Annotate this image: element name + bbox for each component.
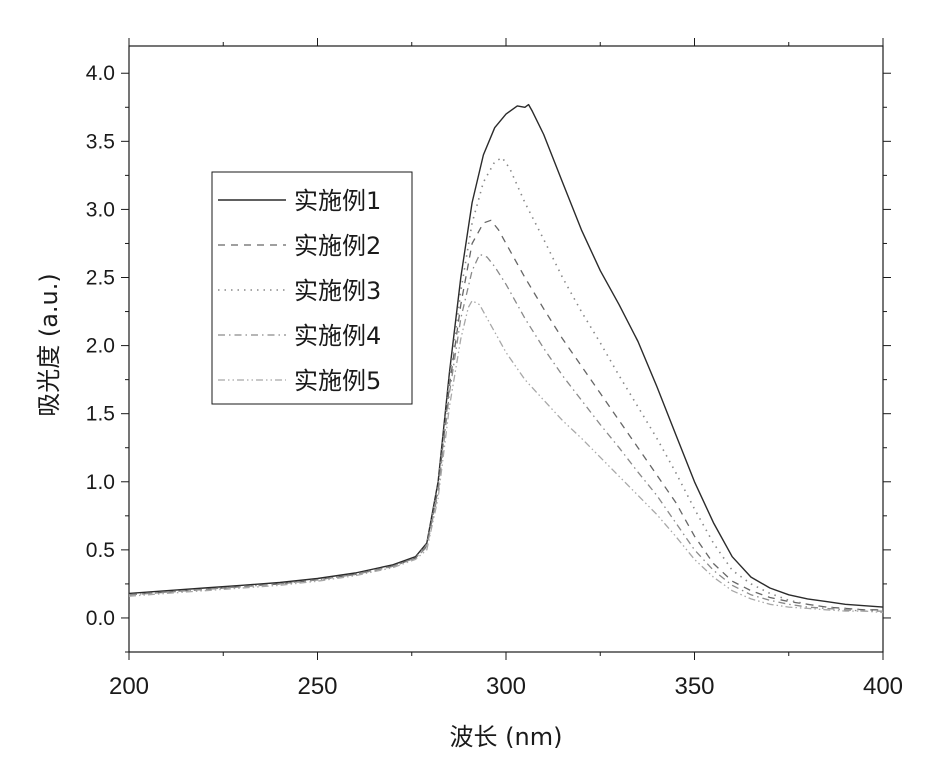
- y-tick-label: 2.5: [86, 267, 115, 290]
- y-axis-ticks: 0.0 0.5 1.0 1.5 2.0 2.5 3.0 3.5 4.0: [86, 62, 891, 653]
- series-line-4: [128, 253, 883, 612]
- x-axis-ticks: 200 250 300 350 400: [109, 38, 903, 700]
- legend-label-1: 实施例1: [294, 187, 381, 215]
- y-tick-label: 1.0: [86, 471, 115, 494]
- y-tick-label: 3.5: [86, 130, 115, 153]
- y-tick-label: 0.5: [86, 539, 115, 562]
- series-line-1: [128, 103, 884, 608]
- series-layer: [128, 103, 884, 614]
- legend-label-5: 实施例5: [294, 367, 381, 395]
- legend: 实施例1 实施例2 实施例3 实施例4 实施例5: [211, 171, 413, 405]
- legend-box: [211, 171, 413, 405]
- series-line-2: [128, 219, 883, 611]
- y-tick-label: 4.0: [86, 62, 115, 85]
- legend-label-3: 实施例3: [294, 277, 381, 305]
- x-tick-label: 200: [109, 673, 149, 700]
- x-axis-title: 波长 (nm): [450, 723, 563, 751]
- y-tick-label: 3.0: [86, 198, 115, 221]
- legend-label-4: 实施例4: [294, 322, 381, 350]
- x-tick-label: 300: [486, 673, 526, 700]
- x-tick-label: 250: [297, 673, 337, 700]
- x-tick-label: 400: [863, 673, 903, 700]
- y-tick-label: 2.0: [86, 335, 115, 358]
- x-tick-label: 350: [674, 673, 714, 700]
- y-axis-title: 吸光度 (a.u.): [35, 273, 63, 417]
- legend-label-2: 实施例2: [294, 232, 381, 260]
- y-tick-label: 1.5: [86, 403, 115, 426]
- series-line-5: [128, 300, 884, 614]
- y-tick-label: 0.0: [86, 607, 115, 630]
